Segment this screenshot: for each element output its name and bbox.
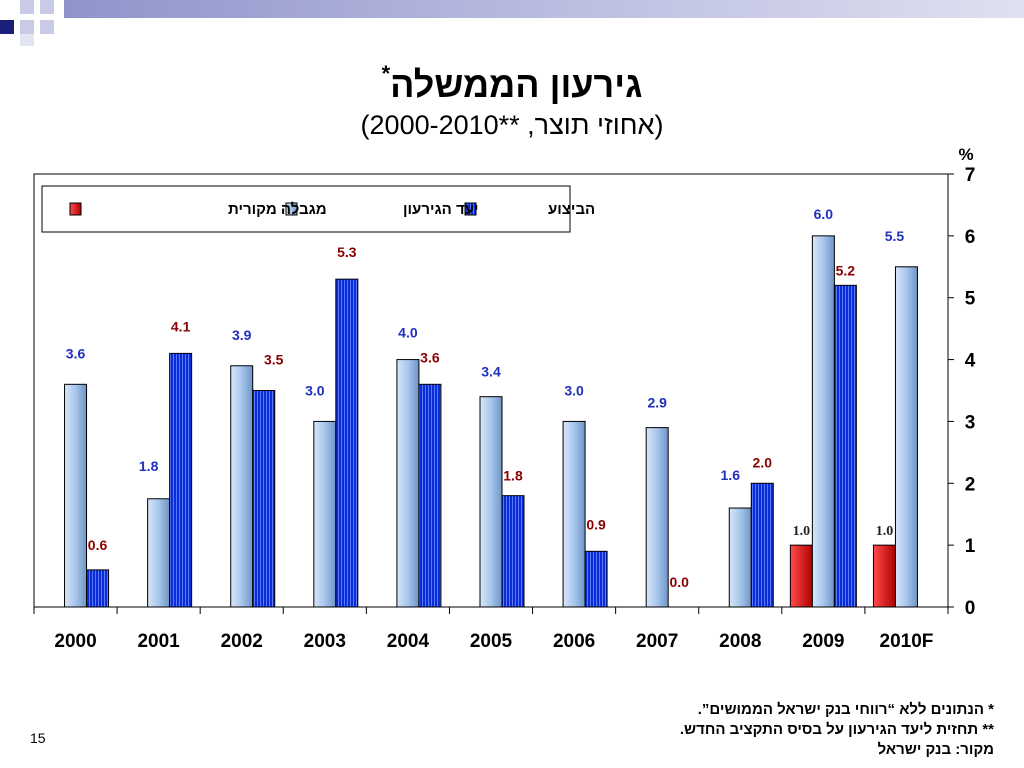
bar-target-2000 [64, 383, 88, 608]
legend-label-target: יעד הגירעון [403, 201, 479, 218]
data-label-target-2001: 1.8 [139, 458, 159, 474]
data-label-actual-2002: 3.5 [264, 352, 284, 368]
x-tick-label-2009: 2009 [802, 631, 844, 652]
title-block: גירעון הממשלה* (אחוזי תוצר, **2000-2010) [0, 52, 1024, 141]
y-tick-label-1: 1 [965, 536, 976, 557]
y-tick-label-6: 6 [965, 227, 976, 248]
y-tick-label-2: 2 [965, 474, 976, 495]
legend-label-limit: מגבלה מקורית [228, 201, 327, 218]
bar-target-2010F [894, 266, 918, 608]
x-tick-label-2006: 2006 [553, 631, 595, 652]
bar-limit-2010F [872, 544, 896, 608]
data-label-actual-2006: 0.9 [586, 516, 606, 532]
data-label-actual-2001: 4.1 [171, 318, 191, 334]
deco-square [20, 34, 34, 46]
data-label-actual-2004: 3.6 [420, 349, 440, 365]
title-footnote-mark: * [381, 61, 391, 86]
bar-target-2004 [396, 359, 420, 608]
data-label-actual-2007: 0.0 [669, 574, 689, 590]
bar-actual-2001 [169, 352, 193, 608]
bar-target-2001 [147, 498, 171, 608]
x-tick-label-2003: 2003 [304, 631, 346, 652]
data-label-target-2010F: 5.5 [885, 228, 905, 244]
bar-target-2007 [645, 427, 669, 608]
legend-swatch-limit [69, 202, 82, 216]
x-tick-label-2010F: 2010F [880, 631, 934, 652]
data-label-actual-2000: 0.6 [88, 537, 108, 553]
legend-label-actual: הביצוע [548, 201, 595, 218]
bar-actual-2002 [252, 390, 276, 608]
bar-target-2009 [811, 235, 835, 608]
deco-square [20, 20, 34, 34]
bar-actual-2009 [833, 284, 857, 608]
y-tick-label-0: 0 [965, 598, 976, 619]
y-tick-label-7: 7 [965, 165, 976, 186]
footnote-2: ** תחזית ליעד הגירעון על בסיס התקציב החד… [679, 721, 994, 738]
bar-target-2005 [479, 396, 503, 608]
bar-target-2003 [313, 420, 337, 608]
data-label-actual-2003: 5.3 [337, 244, 357, 260]
header-decoration [0, 0, 1024, 46]
deco-square [0, 20, 14, 34]
slide-subtitle: (אחוזי תוצר, **2000-2010) [360, 110, 664, 140]
bars-layer [64, 235, 918, 608]
chart-legend: הביצוע יעד הגירעון מגבלה מקורית [41, 185, 595, 233]
x-tick-label-2005: 2005 [470, 631, 513, 652]
bar-actual-2000 [86, 569, 110, 608]
data-label-target-2007: 2.9 [647, 395, 667, 411]
x-tick-label-2007: 2007 [636, 631, 678, 652]
x-tick-label-2001: 2001 [137, 631, 180, 652]
bar-actual-2004 [418, 383, 442, 608]
deficit-bar-chart: 1.0 1.0 3.6 1.8 3.9 3.0 4.0 3.4 3.0 2.9 1.6 6.0 5.5 0… [33, 145, 976, 652]
data-label-actual-2005: 1.8 [503, 468, 523, 484]
header-band [64, 0, 1024, 18]
bar-actual-2006 [584, 550, 608, 608]
data-label-actual-2009: 5.2 [836, 262, 856, 278]
data-label-limit-2009: 1.0 [793, 524, 811, 539]
y-tick-label-4: 4 [965, 351, 976, 372]
data-label-target-2004: 4.0 [398, 325, 418, 341]
y-unit-label: % [958, 145, 973, 164]
data-label-target-2008: 1.6 [721, 467, 741, 483]
bar-target-2002 [230, 365, 254, 608]
bar-target-2008 [728, 507, 752, 608]
y-tick-label-5: 5 [965, 289, 976, 310]
y-tick-label-3: 3 [965, 412, 976, 433]
slide-title-text: גירעון הממשלה [390, 64, 643, 105]
bar-actual-2003 [335, 278, 359, 608]
data-label-target-2005: 3.4 [481, 364, 501, 380]
slide-number: 15 [30, 730, 46, 746]
source-note: מקור: בנק ישראל [877, 741, 994, 758]
data-label-target-2000: 3.6 [66, 345, 86, 361]
data-label-target-2003: 3.0 [305, 382, 325, 398]
bar-target-2006 [562, 420, 586, 608]
deco-square [40, 20, 54, 34]
data-label-target-2006: 3.0 [564, 382, 584, 398]
bar-actual-2008 [750, 482, 774, 608]
data-label-limit-2010F: 1.0 [876, 524, 894, 539]
x-tick-label-2000: 2000 [54, 631, 96, 652]
deco-square [40, 0, 54, 14]
data-labels-layer: 1.0 1.0 3.6 1.8 3.9 3.0 4.0 3.4 3.0 2.9 1.6 6.0 5.5 0… [66, 206, 905, 590]
bar-actual-2005 [501, 495, 525, 608]
footnotes: * הנתונים ללא “רווחי בנק ישראל הממושים”.… [680, 700, 994, 760]
deco-square [20, 0, 34, 14]
data-label-target-2009: 6.0 [814, 206, 834, 222]
footnote-1: * הנתונים ללא “רווחי בנק ישראל הממושים”. [697, 701, 994, 718]
x-tick-label-2002: 2002 [221, 631, 263, 652]
legend-swatch-actual [464, 202, 477, 216]
legend-box [41, 185, 571, 233]
data-label-target-2002: 3.9 [232, 327, 252, 343]
legend-swatch-target [285, 202, 298, 216]
axes-layer: 2000 2001 2002 2003 2004 2005 2006 2007 2008 2009… [33, 145, 976, 652]
bar-limit-2009 [789, 544, 813, 608]
x-tick-label-2004: 2004 [387, 631, 430, 652]
data-label-actual-2008: 2.0 [753, 454, 773, 470]
slide-title: גירעון הממשלה* [0, 52, 1024, 107]
x-tick-label-2008: 2008 [719, 631, 761, 652]
